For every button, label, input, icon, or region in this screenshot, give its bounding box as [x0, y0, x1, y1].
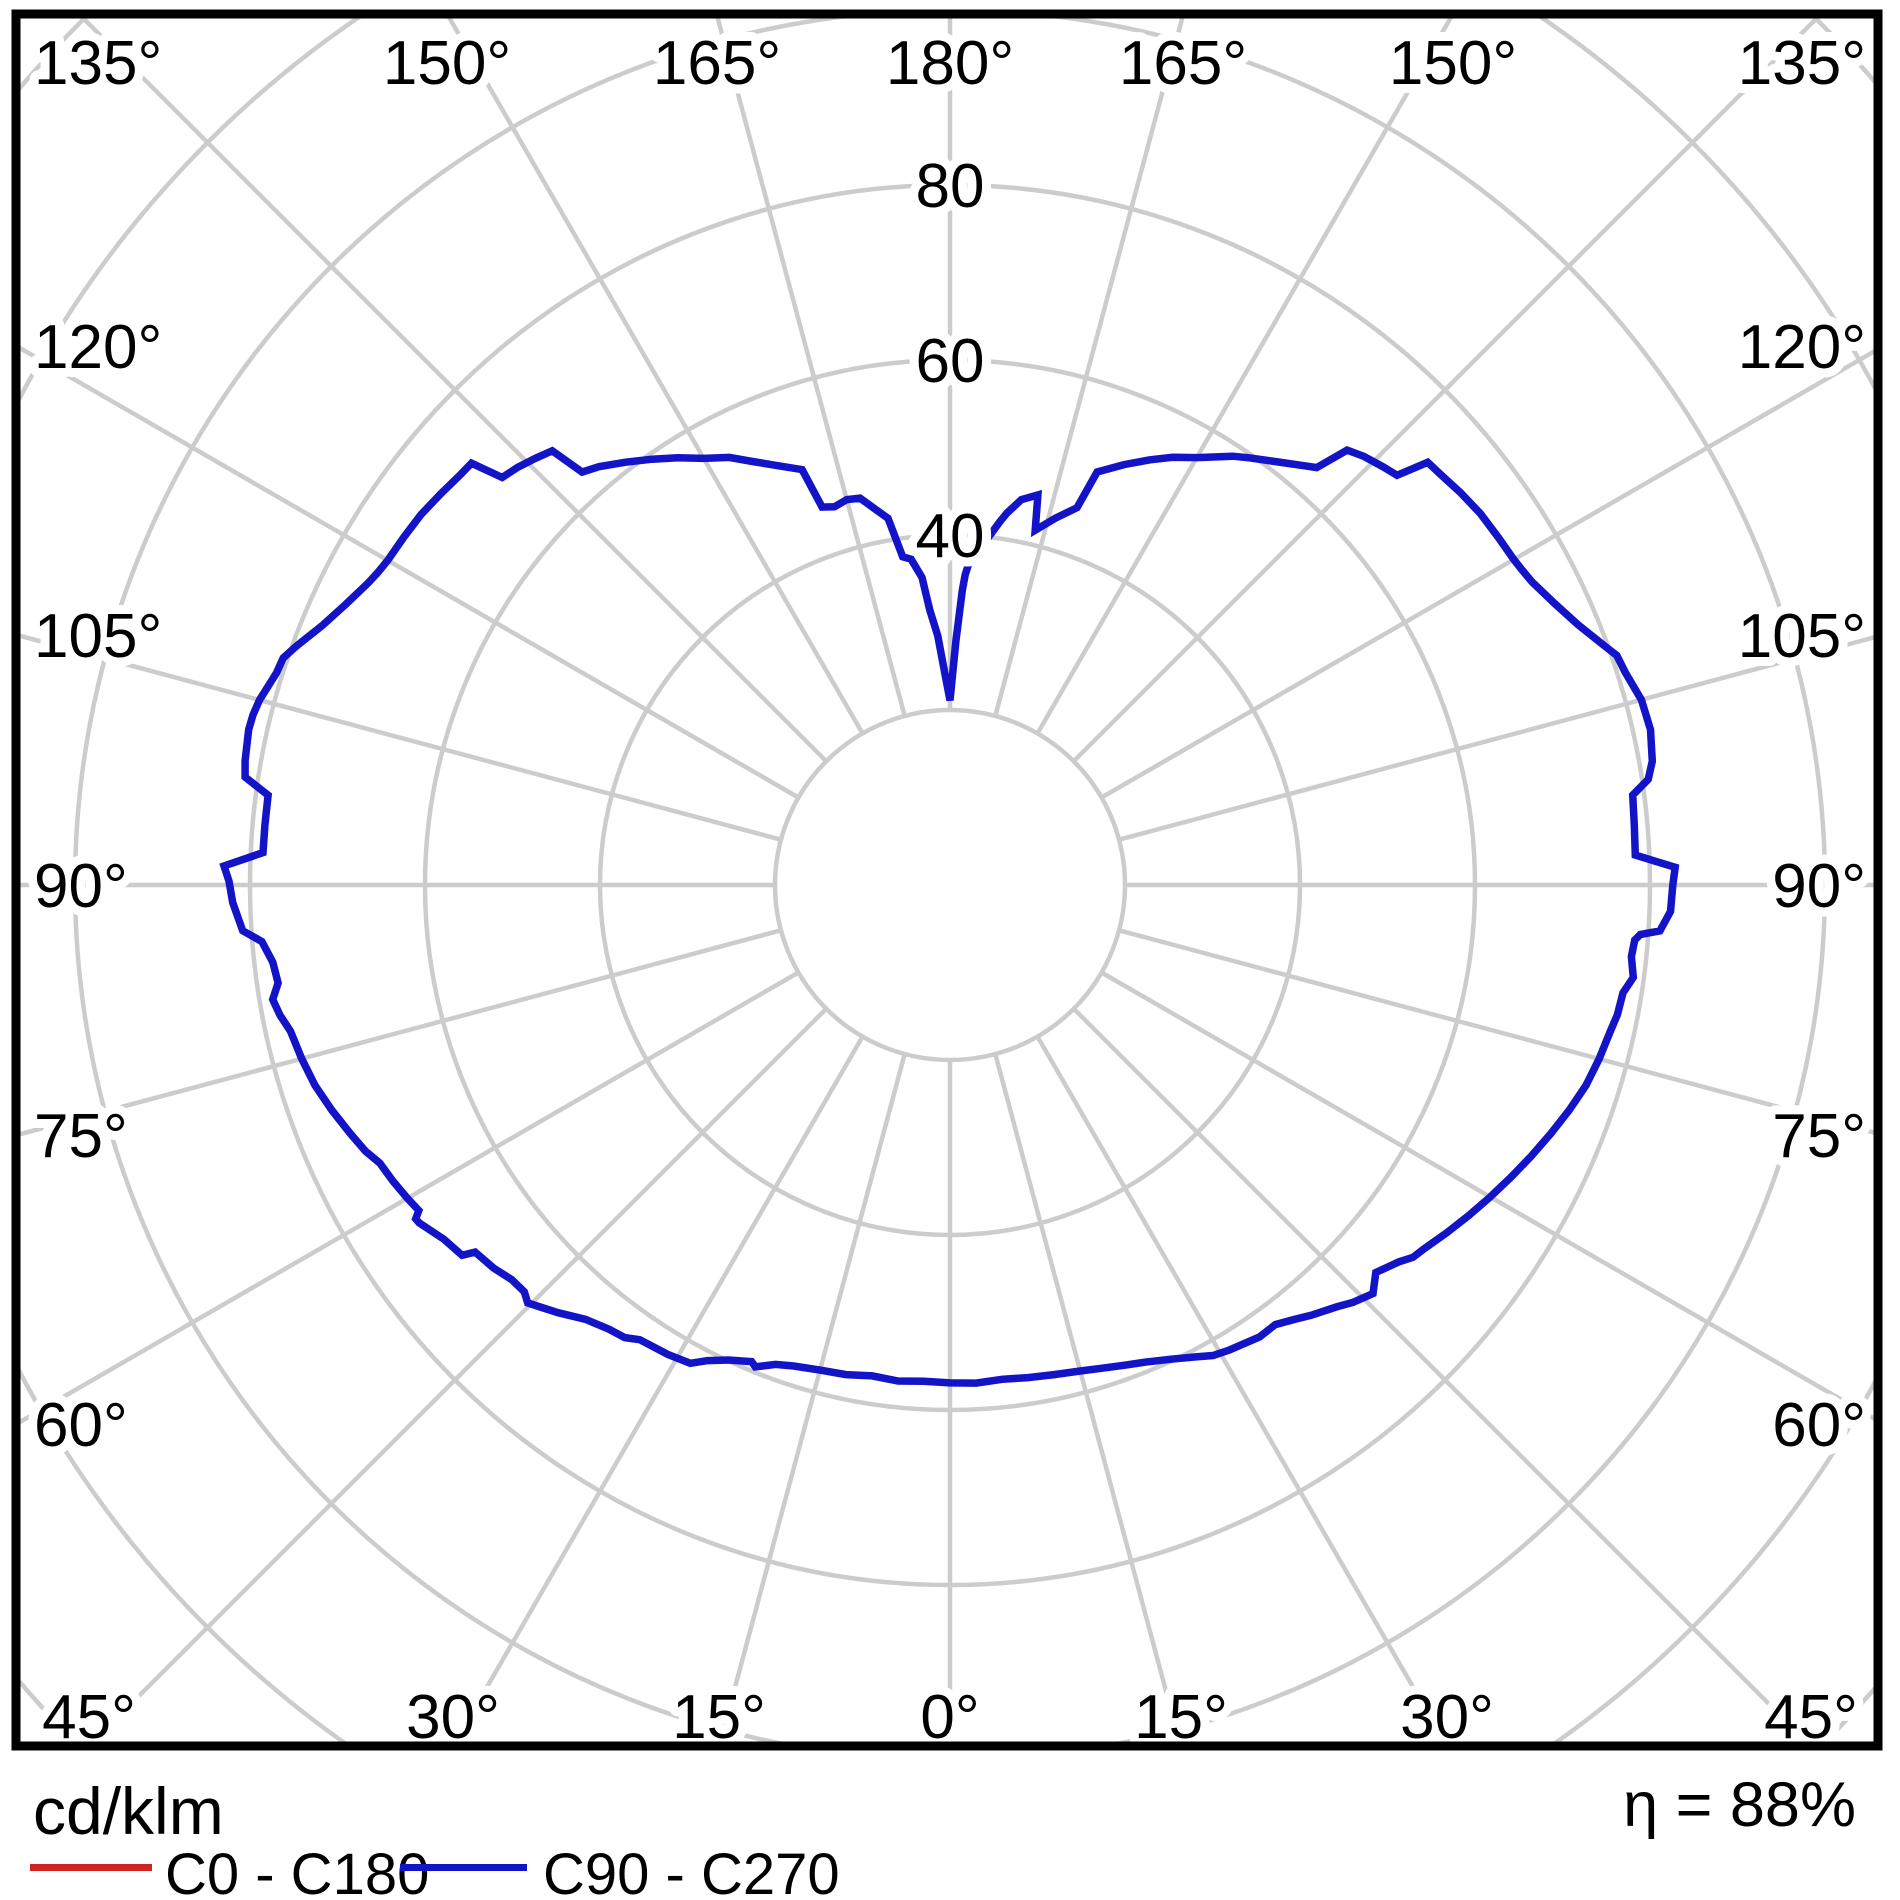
- grid-spoke: [75, 14, 828, 763]
- grid-spoke: [1118, 928, 1878, 1136]
- grid-spoke: [1100, 970, 1878, 1424]
- gamma-angle-label: 120°: [34, 313, 162, 382]
- radial-tick-label: 60: [916, 327, 985, 396]
- legend-line-c90-c270-icon: [400, 1864, 527, 1871]
- gamma-angle-label: 105°: [1738, 602, 1866, 671]
- legend-label-c90-c270: C90 - C270: [543, 1842, 840, 1900]
- gamma-angle-label: 165°: [653, 29, 781, 98]
- gamma-angle-label: 120°: [1738, 313, 1866, 382]
- grid-spoke: [993, 1053, 1184, 1746]
- grid-spoke: [16, 632, 782, 842]
- radial-tick-label: 80: [916, 152, 985, 221]
- gamma-angle-label: 60°: [34, 1391, 128, 1460]
- grid-spoke: [1072, 1007, 1815, 1746]
- grid-spoke: [444, 14, 865, 735]
- gamma-angle-label: 150°: [383, 29, 511, 98]
- gamma-angle-label: 180°: [886, 29, 1014, 98]
- grid-spoke: [1035, 1035, 1450, 1746]
- gamma-angle-label: 135°: [34, 29, 162, 98]
- gamma-angle-label: 135°: [1738, 29, 1866, 98]
- grid-spoke: [16, 343, 800, 800]
- grid-spoke: [1035, 14, 1456, 735]
- legend-label-c0-c180: C0 - C180: [165, 1842, 430, 1900]
- grid-spoke: [16, 970, 800, 1427]
- legend: C0 - C180 C90 - C270: [0, 1838, 1900, 1900]
- gamma-angle-label: 165°: [1119, 29, 1247, 98]
- grid-ring: [772, 707, 1128, 1063]
- efficiency-label: η = 88%: [1623, 1770, 1856, 1840]
- gamma-angle-label: 60°: [1772, 1391, 1866, 1460]
- grid-spoke: [16, 928, 782, 1138]
- plot-border: [11, 9, 1883, 1751]
- gamma-angle-label: 75°: [1772, 1102, 1866, 1171]
- grid-spoke: [993, 14, 1186, 717]
- gamma-angle-label: 150°: [1389, 29, 1517, 98]
- grid-spoke: [1118, 634, 1878, 842]
- c90-c270-curve: [219, 445, 1680, 1387]
- grid-spoke: [450, 1035, 865, 1746]
- grid-spoke: [85, 1007, 828, 1746]
- grid-spoke: [1072, 14, 1825, 763]
- grid-spoke: [716, 1053, 907, 1746]
- units-label: cd/klm: [33, 1774, 224, 1848]
- legend-line-c0-c180-icon: [30, 1864, 152, 1871]
- gamma-angle-label: 90°: [34, 852, 128, 921]
- grid-spoke: [1100, 346, 1878, 800]
- radial-tick-label: 40: [916, 502, 985, 571]
- gamma-angle-label: 105°: [34, 602, 162, 671]
- gamma-angle-label: 90°: [1772, 852, 1866, 921]
- gamma-angle-label: 75°: [34, 1102, 128, 1171]
